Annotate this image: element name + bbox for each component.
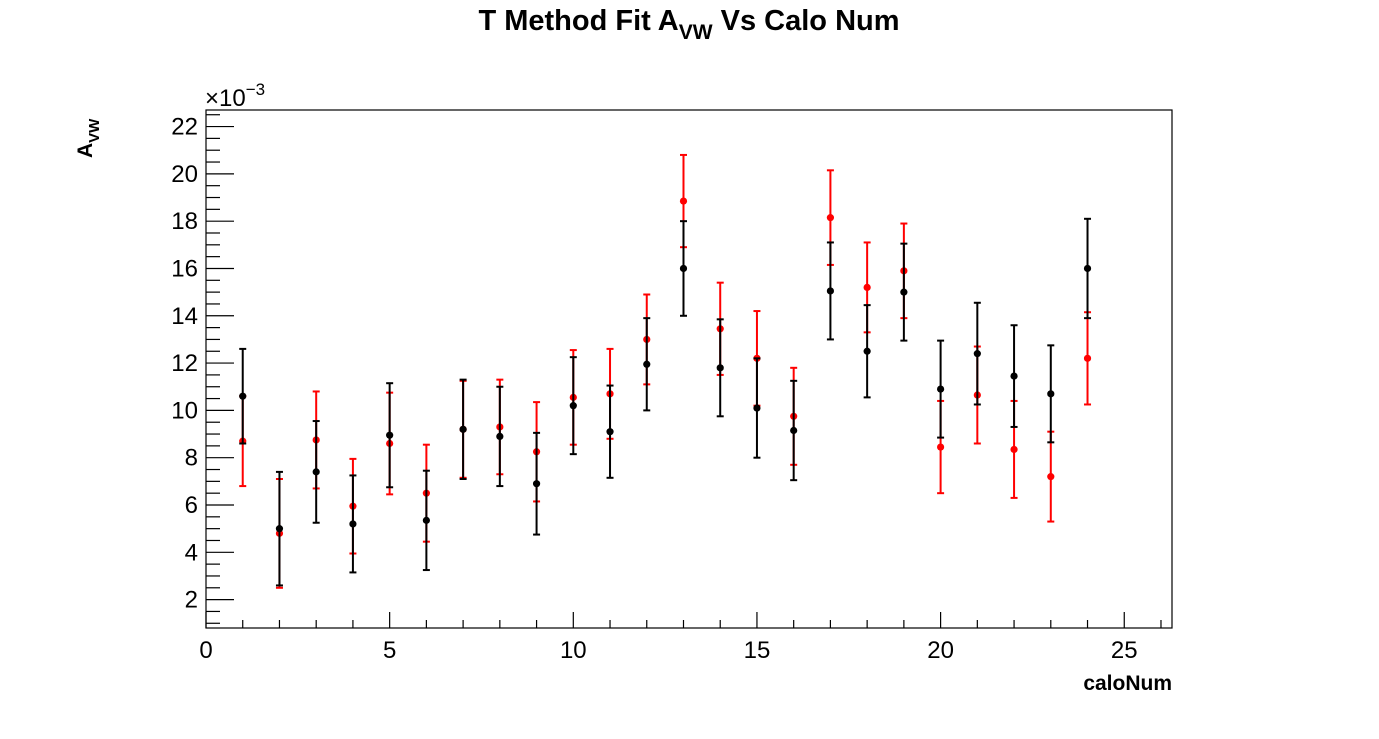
y-axis-label-main: A (74, 143, 97, 158)
y-tick-label: 16 (171, 255, 198, 282)
y-tick-label: 6 (185, 492, 198, 519)
chart-title-suffix: Vs Calo Num (713, 5, 900, 37)
data-point (790, 426, 798, 435)
data-point (1047, 473, 1055, 481)
data-point (239, 392, 247, 400)
data-point (643, 360, 651, 368)
chart-title-main: T Method Fit A (478, 5, 678, 37)
y-tick-label: 8 (185, 445, 198, 472)
data-layer (239, 153, 1092, 589)
data-point (1047, 390, 1055, 398)
data-point (532, 480, 541, 488)
y-tick-label: 10 (171, 397, 198, 424)
axes-layer: 0 5 10 15 20 25 2 4 6 8 10 12 14 16 18 20 22 (171, 114, 1162, 664)
chart-title-subscript: VW (679, 21, 713, 44)
data-point (606, 428, 614, 436)
data-point (679, 264, 688, 273)
y-axis-multiplier: ×10−3 (205, 80, 265, 112)
data-point (679, 197, 688, 205)
data-point (1083, 354, 1092, 362)
x-axis-label: caloNum (1083, 672, 1172, 695)
data-point (753, 404, 761, 412)
y-axis-label-subscript: VW (86, 118, 103, 143)
plot-frame (205, 109, 1173, 629)
series-1 (239, 217, 1092, 587)
data-point (863, 347, 871, 355)
x-tick-label: 20 (927, 637, 954, 664)
data-point (937, 385, 945, 393)
chart-title: T Method Fit AVW Vs Calo Num (478, 5, 899, 44)
data-point (275, 525, 284, 533)
data-point (863, 283, 871, 291)
data-point (569, 402, 577, 410)
y-tick-label: 4 (185, 539, 198, 566)
x-tick-label: 15 (744, 637, 771, 664)
data-point (900, 288, 908, 296)
data-point (973, 350, 981, 358)
y-tick-label: 2 (185, 587, 198, 614)
data-point (937, 443, 945, 451)
data-point (1083, 264, 1092, 273)
y-tick-label: 12 (171, 350, 198, 377)
y-axis-label: AVW (74, 118, 103, 158)
y-multiplier-base: ×10 (205, 85, 246, 112)
data-point (422, 516, 430, 524)
x-tick-label: 25 (1111, 637, 1138, 664)
y-tick-label: 22 (171, 114, 198, 141)
y-tick-label: 20 (171, 161, 198, 188)
x-tick-label: 5 (383, 637, 396, 664)
data-point (826, 287, 835, 295)
data-point (1010, 372, 1018, 380)
x-tick-label: 0 (199, 637, 212, 664)
y-multiplier-exponent: −3 (246, 80, 265, 99)
x-tick-label: 10 (560, 637, 587, 664)
series-0 (239, 153, 1092, 589)
data-point (496, 432, 504, 441)
data-point (349, 520, 357, 528)
data-point (1010, 445, 1018, 454)
data-point (716, 364, 724, 372)
y-tick-label: 18 (171, 208, 198, 235)
y-tick-label: 14 (171, 303, 198, 330)
data-point (826, 214, 835, 222)
data-point (386, 431, 394, 439)
data-point (459, 425, 467, 433)
data-point (312, 468, 320, 476)
